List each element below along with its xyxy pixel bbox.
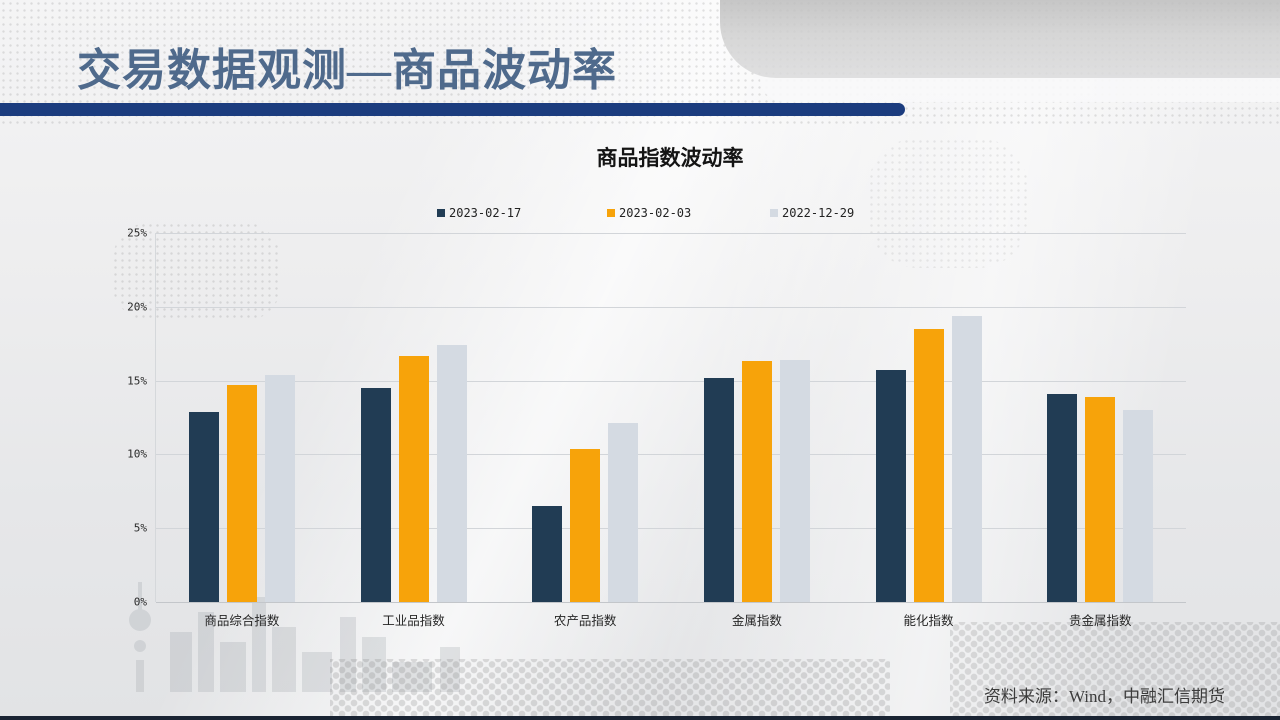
gridline-20	[156, 306, 1186, 308]
chart-plot: 25% 20% 15% 10% 5% 0% 商品综合指数 工业品指数 农产品指数 金属…	[127, 227, 1186, 628]
bars	[328, 233, 500, 602]
bar-series-2022-12-29	[779, 359, 810, 602]
bar-series-2023-02-17	[1047, 393, 1078, 602]
bottom-border	[0, 716, 1280, 720]
category-label: 能化指数	[903, 614, 954, 628]
gridline-5	[156, 528, 1186, 530]
bar-groups: 商品综合指数 工业品指数 农产品指数 金属指数 能化指数 贵金属指数	[156, 233, 1186, 628]
category-label: 商品综合指数	[204, 614, 280, 628]
legend-marker	[437, 209, 445, 217]
y-tick-label: 10%	[127, 447, 147, 461]
bar-series-2022-12-29	[608, 423, 639, 602]
legend-marker	[770, 209, 778, 217]
bar-group: 商品综合指数	[156, 233, 328, 628]
bar-series-2023-02-03	[398, 355, 429, 602]
gridline-10	[156, 454, 1186, 456]
bar-series-2023-02-17	[703, 377, 734, 602]
category-label: 农产品指数	[553, 614, 617, 628]
dot-pattern-map	[112, 222, 282, 322]
x-axis-line	[156, 602, 1186, 603]
bars	[843, 233, 1015, 602]
legend-label: 2023-02-03	[619, 206, 692, 220]
chart-legend: 2023-02-17 2023-02-03 2022-12-29	[0, 206, 1280, 224]
bar-group: 农产品指数	[499, 233, 671, 628]
dot-pattern-right	[868, 138, 1028, 268]
category-label: 工业品指数	[382, 614, 445, 628]
bar-group: 金属指数	[671, 233, 843, 628]
y-tick-label: 5%	[133, 521, 147, 535]
bar-series-2022-12-29	[264, 374, 295, 602]
y-tick-label: 15%	[127, 374, 147, 388]
page-title: 交易数据观测—商品波动率	[77, 46, 617, 95]
source-note: 资料来源：Wind，中融汇信期货	[983, 687, 1225, 706]
legend-item: 2023-02-17	[437, 206, 521, 220]
bar-group: 贵金属指数	[1014, 233, 1186, 628]
category-label: 金属指数	[731, 614, 782, 628]
bars	[499, 233, 671, 602]
chart-title: 商品指数波动率	[596, 146, 744, 170]
y-tick-label: 0%	[133, 595, 147, 609]
legend-item: 2023-02-03	[607, 206, 691, 220]
gridline-15	[156, 380, 1186, 382]
top-right-gray-band	[720, 0, 1280, 78]
hex-pattern-bottom-right	[950, 622, 1280, 717]
bar-series-2022-12-29	[951, 315, 982, 602]
bar-series-2023-02-03	[226, 385, 257, 602]
top-right-curve	[760, 78, 1280, 102]
bars	[671, 233, 843, 602]
bar-series-2022-12-29	[436, 345, 467, 602]
bar-series-2023-02-17	[360, 387, 391, 602]
y-tick-label: 20%	[127, 300, 147, 314]
bar-group: 能化指数	[843, 233, 1015, 628]
bar-series-2022-12-29	[1123, 410, 1154, 602]
title-underline-bar	[0, 103, 905, 116]
gridline-25	[156, 233, 1186, 234]
bars	[1014, 233, 1186, 602]
legend-label: 2023-02-17	[449, 206, 522, 220]
bars	[156, 233, 328, 602]
legend-item: 2022-12-29	[770, 206, 854, 220]
bar-series-2023-02-03	[1085, 396, 1116, 602]
bar-series-2023-02-03	[570, 448, 601, 602]
bar-series-2023-02-17	[532, 506, 563, 602]
bar-series-2023-02-03	[913, 328, 944, 602]
bar-group: 工业品指数	[328, 233, 500, 628]
bar-series-2023-02-17	[875, 370, 906, 602]
hex-pattern-bottom	[330, 659, 890, 717]
legend-label: 2022-12-29	[782, 206, 855, 220]
category-label: 贵金属指数	[1068, 614, 1132, 628]
legend-marker	[607, 209, 615, 217]
bar-series-2023-02-17	[188, 411, 219, 602]
bar-series-2023-02-03	[741, 361, 772, 602]
city-skyline-watermark	[129, 582, 460, 692]
y-tick-label: 25%	[127, 226, 147, 240]
